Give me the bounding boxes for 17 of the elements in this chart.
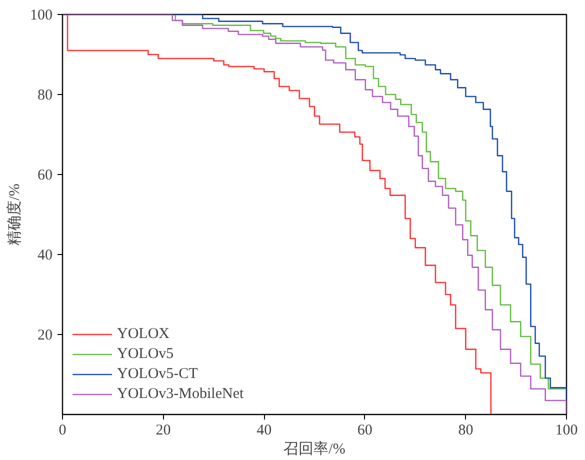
x-tick-label: 100	[555, 422, 578, 438]
x-axis-title: 召回率/%	[284, 440, 346, 458]
legend-label: YOLOv3-MobileNet	[117, 385, 244, 403]
y-tick-label: 40	[38, 248, 52, 264]
y-tick-label: 60	[38, 168, 52, 184]
legend-label: YOLOv5	[117, 345, 174, 363]
x-tick-label: 60	[357, 422, 372, 438]
x-tick-label: 40	[256, 422, 272, 438]
x-tick-label: 80	[458, 422, 474, 438]
y-axis-title: 精确度/%	[6, 184, 23, 246]
legend-label: YOLOX	[117, 325, 170, 343]
y-tick-label: 100	[30, 8, 52, 24]
legend-label: YOLOv5-CT	[117, 365, 198, 383]
x-tick-label: 20	[156, 422, 171, 438]
x-tick-label: 0	[58, 422, 66, 438]
y-tick-label: 80	[38, 88, 52, 104]
y-tick-label: 20	[38, 328, 52, 344]
